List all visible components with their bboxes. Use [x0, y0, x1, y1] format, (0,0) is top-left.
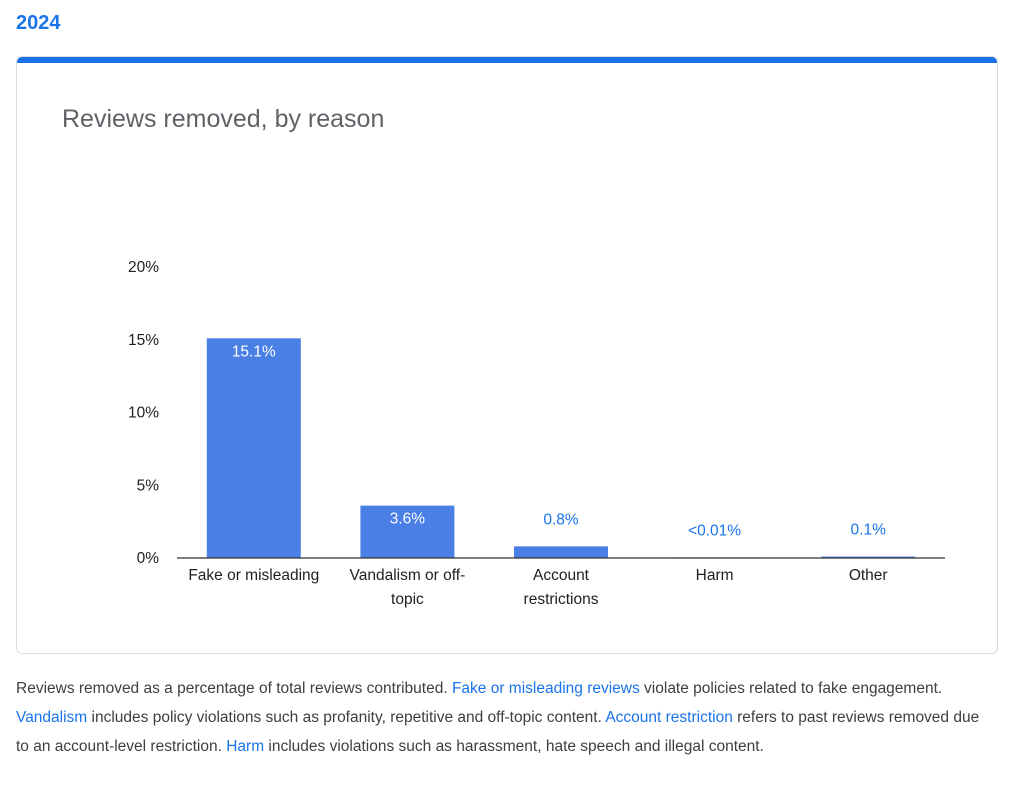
chart-caption: Reviews removed as a percentage of total… — [16, 674, 996, 761]
year-heading: 2024 — [16, 12, 61, 34]
caption-text-5: includes violations such as harassment, … — [264, 738, 764, 755]
link-vandalism[interactable]: Vandalism — [16, 709, 88, 726]
bar-other — [821, 556, 916, 558]
data-label: 15.1% — [232, 343, 276, 360]
y-tick-label: 15% — [128, 332, 159, 349]
data-label: 0.1% — [851, 522, 887, 539]
x-tick-label: Harm — [696, 567, 734, 584]
card-accent-bar — [17, 57, 997, 63]
y-tick-label: 10% — [128, 405, 159, 422]
data-label: 0.8% — [543, 511, 579, 528]
caption-text-1: Reviews removed as a percentage of total… — [16, 680, 452, 697]
data-label: 3.6% — [390, 511, 426, 528]
y-tick-label: 0% — [137, 550, 160, 567]
chart-title: Reviews removed, by reason — [62, 105, 385, 133]
x-tick-label: Other — [849, 567, 888, 584]
caption-text-4: refers to past reviews removed due to an… — [16, 709, 980, 755]
y-tick-label: 5% — [137, 477, 160, 494]
bar-vandalism-or-off-topic — [360, 505, 455, 558]
link-account-restriction[interactable]: Account restriction — [605, 709, 733, 726]
bar-fake-or-misleading — [206, 338, 301, 558]
link-harm[interactable]: Harm — [226, 738, 265, 755]
x-tick-label: restrictions — [524, 591, 599, 608]
data-label: <0.01% — [688, 522, 741, 539]
link-fake-reviews[interactable]: Fake or misleading reviews — [451, 680, 640, 697]
caption-text-3: includes policy violations such as profa… — [87, 709, 606, 726]
bar-chart: 0% 5% 10% 15% 20% 15.1% Fake or misleading 3.6%… — [128, 259, 945, 608]
x-tick-label: Vandalism or off- — [350, 567, 466, 584]
x-tick-label: Account — [533, 567, 590, 584]
y-tick-label: 20% — [128, 259, 159, 276]
chart-card: Reviews removed, by reason 0% 5% 10% 15% 20%… — [16, 56, 998, 654]
bar-account-restrictions — [514, 546, 608, 558]
x-tick-label: topic — [391, 591, 424, 608]
x-tick-label: Fake or misleading — [188, 567, 319, 584]
caption-text-2: violate policies related to fake engagem… — [639, 680, 943, 697]
